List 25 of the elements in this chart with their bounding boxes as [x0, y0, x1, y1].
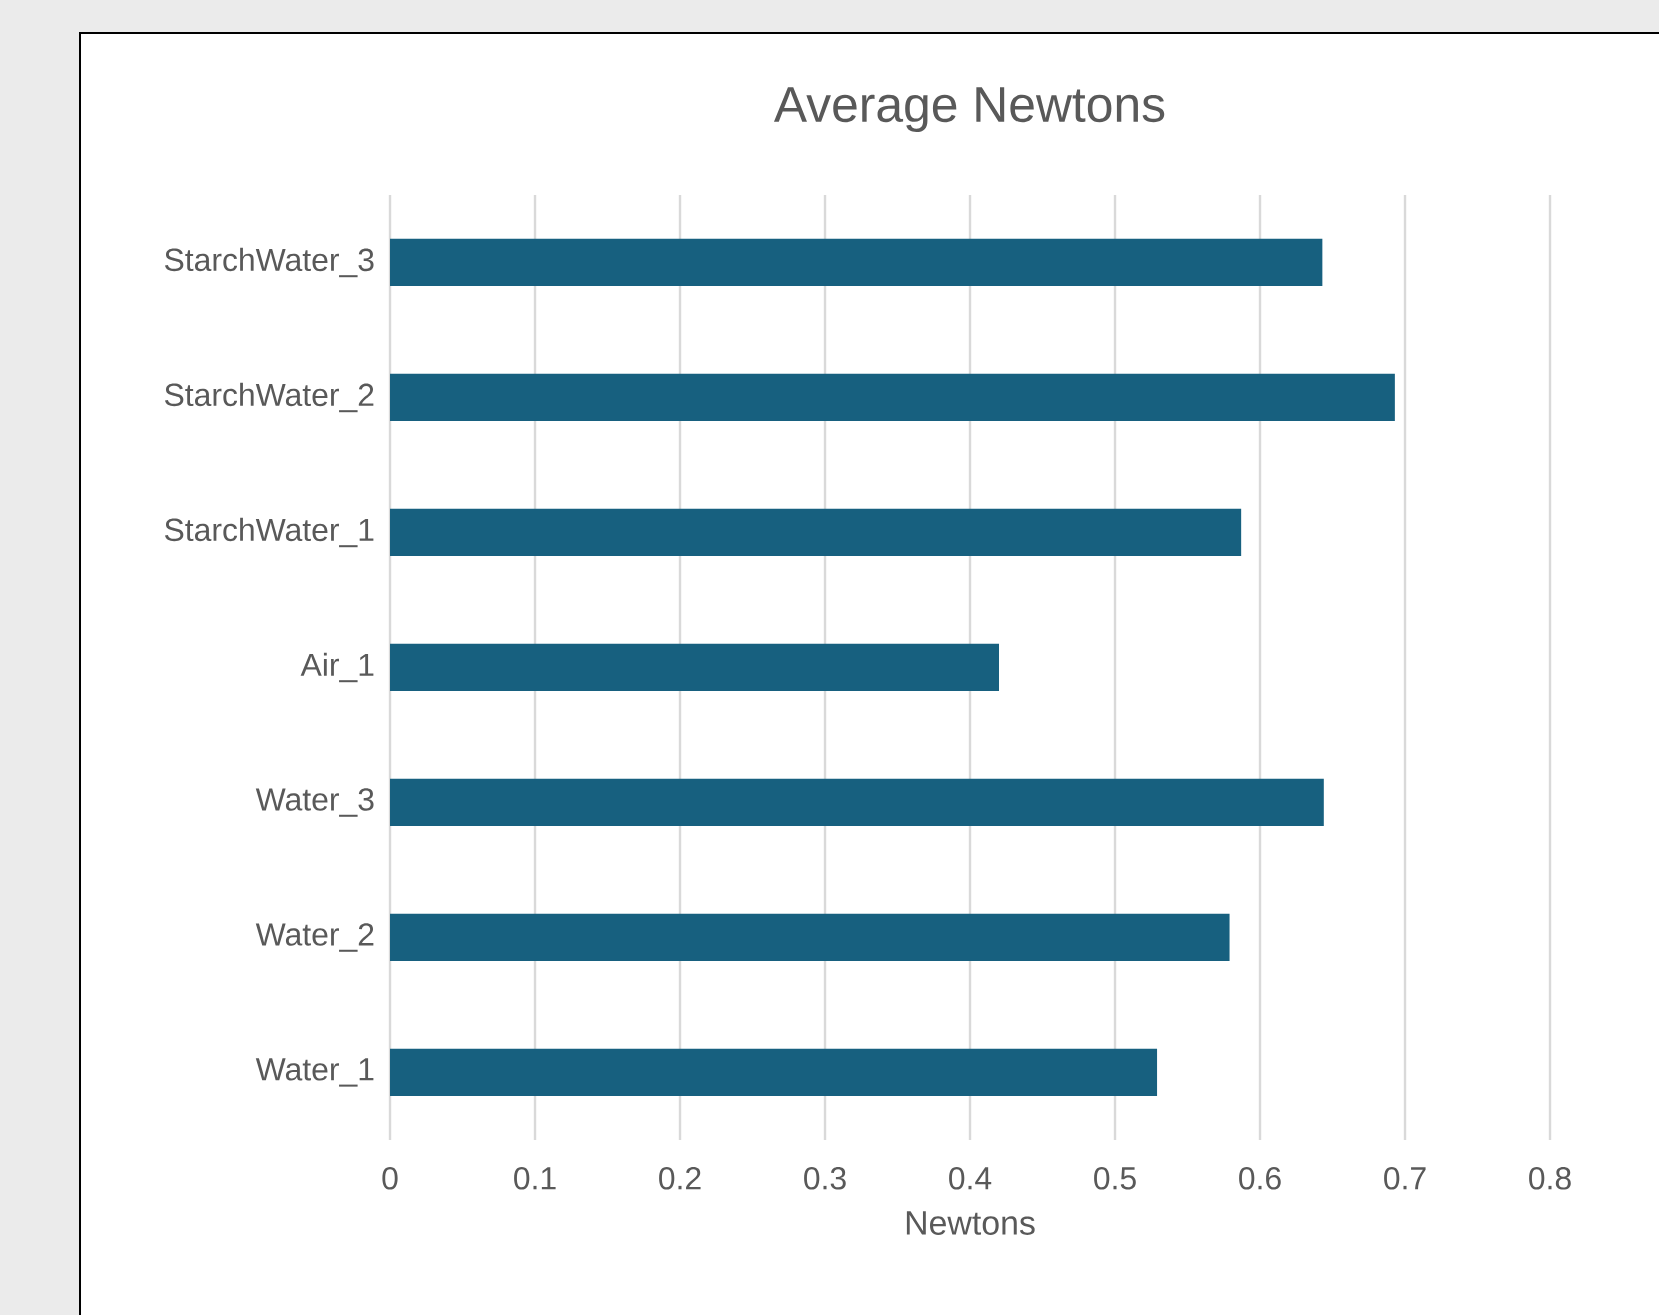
y-tick-label: Air_1 — [300, 652, 374, 683]
y-tick-label: StarchWater_1 — [164, 517, 374, 548]
x-axis-title: Newtons — [906, 1211, 1035, 1235]
y-tick-label: StarchWater_3 — [164, 247, 374, 278]
x-tick-label: 0.6 — [1239, 1167, 1281, 1190]
bar — [390, 508, 1242, 557]
bar — [390, 778, 1324, 827]
bar — [390, 1048, 1158, 1097]
x-tick-label: 0.5 — [1094, 1167, 1136, 1190]
x-tick-label: 0.4 — [949, 1167, 992, 1190]
x-tick-label: 0.1 — [514, 1167, 556, 1190]
x-tick-label: 0.8 — [1529, 1167, 1571, 1190]
x-tick-label: 0 — [382, 1167, 398, 1190]
x-tick-label: 0.2 — [659, 1167, 701, 1190]
y-tick-label: Water_1 — [255, 1058, 374, 1087]
bar — [390, 238, 1323, 287]
x-tick-label: 0.7 — [1384, 1167, 1426, 1190]
x-tick-label: 0.3 — [804, 1167, 846, 1190]
y-tick-label: Water_3 — [255, 788, 374, 817]
chart-title: Average Newtons — [773, 87, 1165, 132]
y-tick-label: StarchWater_2 — [164, 382, 374, 413]
bar — [390, 913, 1230, 962]
y-tick-label: Water_2 — [255, 923, 374, 952]
bar — [390, 643, 1000, 692]
bar — [390, 373, 1395, 422]
